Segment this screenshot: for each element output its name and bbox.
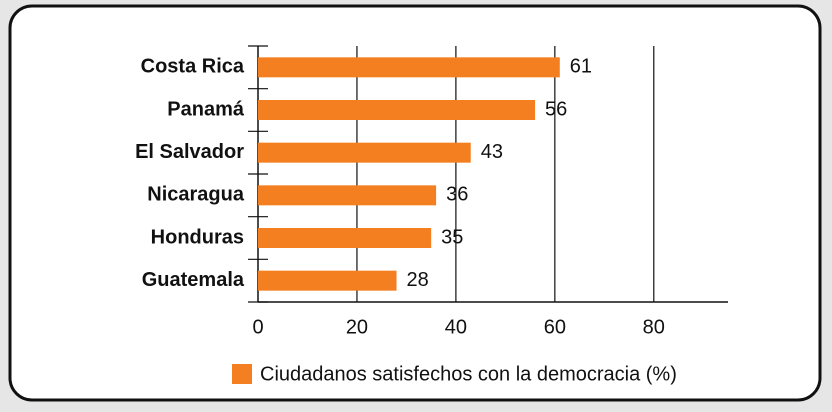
x-tick-label: 60 <box>544 316 566 338</box>
y-tick-label: Honduras <box>151 226 244 248</box>
x-tick-label: 20 <box>346 316 368 338</box>
legend-swatch <box>232 364 252 384</box>
data-label: 35 <box>441 226 463 248</box>
y-tick-label: Nicaragua <box>147 184 245 206</box>
data-label: 43 <box>481 141 503 163</box>
x-tick-label: 0 <box>252 316 263 338</box>
x-tick-label: 40 <box>445 316 467 338</box>
x-tick-label: 80 <box>643 316 665 338</box>
bar <box>258 142 471 163</box>
data-label: 36 <box>446 184 468 206</box>
y-tick-label: Panamá <box>167 98 245 120</box>
y-tick-label: El Salvador <box>135 141 244 163</box>
data-label: 28 <box>407 269 429 291</box>
data-label: 56 <box>545 98 567 120</box>
bar <box>258 185 437 206</box>
bar <box>258 270 397 291</box>
bar <box>258 57 560 78</box>
data-label: 61 <box>570 56 592 78</box>
legend-label: Ciudadanos satisfechos con la democracia… <box>260 363 677 385</box>
bar <box>258 228 432 248</box>
bar <box>258 100 536 120</box>
y-tick-label: Costa Rica <box>141 56 245 78</box>
y-tick-label: Guatemala <box>142 269 245 291</box>
